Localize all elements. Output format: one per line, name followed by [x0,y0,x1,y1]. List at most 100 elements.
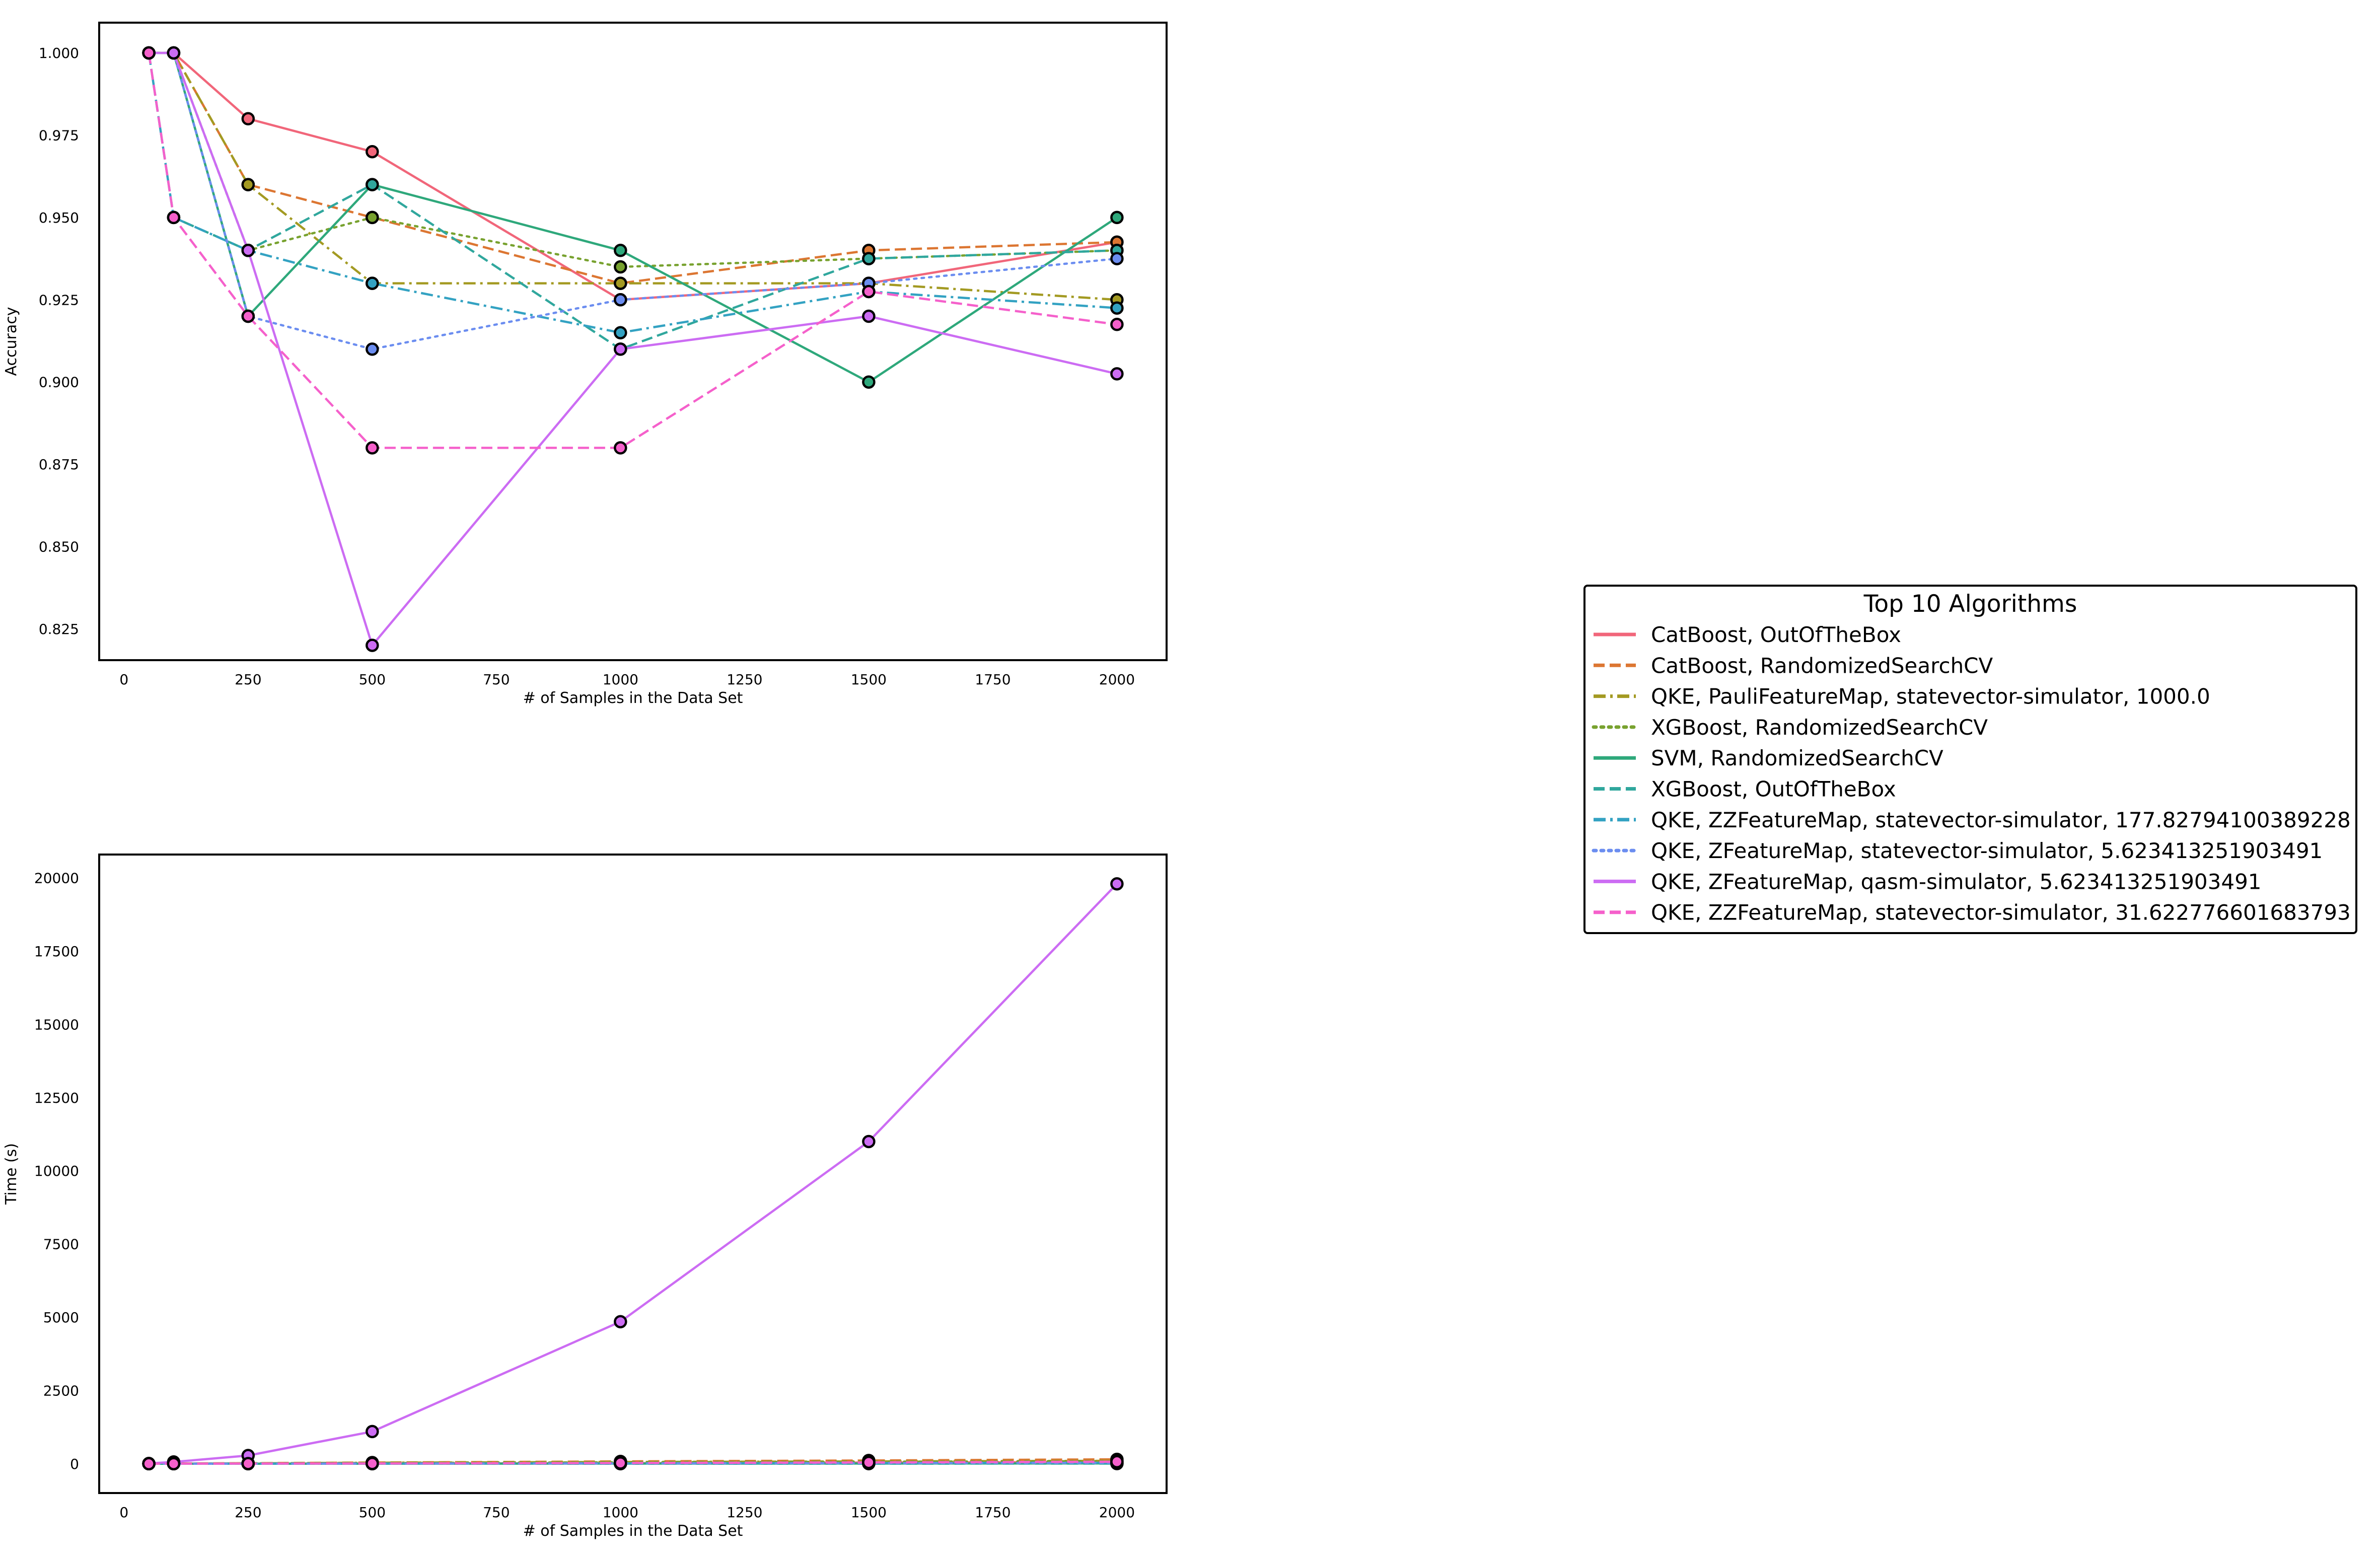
legend-item-label: CatBoost, OutOfTheBox [1651,622,1901,647]
accuracy-data-point [614,244,627,257]
legend-item: QKE, ZFeatureMap, statevector-simulator,… [1592,838,2323,863]
legend: Top 10 Algorithms CatBoost, OutOfTheBox C… [1583,585,2357,934]
time-data-point [366,1457,379,1470]
legend-item: CatBoost, OutOfTheBox [1594,622,1901,647]
time-y-tick-label: 15000 [34,1016,79,1033]
accuracy-data-point [614,276,627,290]
accuracy-data-point [614,293,627,307]
accuracy-data-point [241,309,255,323]
accuracy-y-tick-label: 0.825 [39,621,79,637]
accuracy-data-point [366,276,379,290]
legend-item-label: QKE, ZFeatureMap, qasm-simulator, 5.6234… [1651,869,2262,894]
time-y-tick-label: 12500 [34,1090,79,1106]
accuracy-x-axis-label: # of Samples in the Data Set [523,689,743,707]
accuracy-data-point [1110,210,1124,225]
accuracy-data-point [142,46,156,60]
time-data-point [142,1457,156,1471]
time-data-point [862,1135,876,1149]
accuracy-data-point [862,285,876,299]
legend-item: XGBoost, RandomizedSearchCV [1592,715,1988,740]
accuracy-x-tick-label: 1250 [727,671,762,688]
accuracy-y-tick-label: 0.925 [39,292,79,308]
time-data-point [167,1457,181,1470]
time-data-point [241,1457,255,1470]
time-data-point [1110,1455,1124,1469]
accuracy-data-point [614,260,627,274]
time-y-tick-label: 5000 [43,1309,79,1326]
accuracy-data-point [167,46,181,60]
accuracy-data-point [1110,318,1124,331]
legend-item: QKE, ZFeatureMap, qasm-simulator, 5.6234… [1594,869,2262,894]
accuracy-data-point [862,309,876,323]
accuracy-x-tick-label: 1750 [975,671,1011,688]
legend-item: QKE, PauliFeatureMap, statevector-simula… [1594,684,2210,709]
time-x-tick-label: 500 [359,1504,386,1521]
time-y-tick-label: 10000 [34,1163,79,1179]
accuracy-y-axis-label: Accuracy [3,307,20,376]
accuracy-data-point [1110,301,1124,315]
accuracy-data-point [1110,367,1124,381]
accuracy-data-point [241,112,255,126]
time-data-point [366,1425,379,1439]
accuracy-x-tick-label: 0 [119,671,128,688]
legend-item-label: QKE, PauliFeatureMap, statevector-simula… [1651,684,2210,709]
time-x-tick-label: 1250 [727,1504,762,1521]
time-data-point [1110,877,1124,891]
time-x-tick-label: 0 [119,1504,128,1521]
accuracy-data-point [862,375,876,389]
legend-item: XGBoost, OutOfTheBox [1594,777,1896,802]
time-y-tick-label: 20000 [34,870,79,887]
accuracy-x-tick-label: 250 [235,671,261,688]
accuracy-y-tick-label: 1.000 [39,45,79,61]
accuracy-data-point [366,210,379,225]
legend-item: CatBoost, RandomizedSearchCV [1594,653,1993,678]
accuracy-data-point [366,441,379,455]
time-plot: 0 250 500 750 1000 1250 1500 1750 2000 0 2500 5000… [3,854,1168,1540]
accuracy-y-tick-label: 0.950 [39,209,79,226]
time-data-point [614,1456,627,1470]
accuracy-data-point [241,244,255,257]
legend-item-label: CatBoost, RandomizedSearchCV [1651,653,1993,678]
time-data-point [862,1455,876,1469]
time-x-tick-label: 1750 [975,1504,1011,1521]
legend-item-label: QKE, ZZFeatureMap, statevector-simulator… [1651,808,2351,832]
accuracy-x-tick-label: 2000 [1099,671,1135,688]
time-x-tick-label: 1000 [603,1504,638,1521]
legend-title: Top 10 Algorithms [1863,590,2077,618]
accuracy-data-point [366,145,379,159]
accuracy-x-tick-label: 1000 [603,671,638,688]
accuracy-data-point [1110,252,1124,265]
accuracy-data-point [366,639,379,652]
accuracy-data-point [614,342,627,356]
accuracy-y-tick-label: 0.975 [39,127,79,144]
accuracy-y-tick-label: 0.875 [39,456,79,473]
time-x-axis-label: # of Samples in the Data Set [523,1522,743,1540]
legend-item: SVM, RandomizedSearchCV [1594,746,1943,770]
accuracy-x-tick-label: 750 [483,671,510,688]
accuracy-data-point [862,252,876,265]
time-x-tick-label: 750 [483,1504,510,1521]
accuracy-data-point [167,210,181,225]
legend-item-label: SVM, RandomizedSearchCV [1651,746,1943,770]
accuracy-y-tick-label: 0.900 [39,374,79,391]
time-y-tick-label: 7500 [43,1236,79,1253]
time-x-tick-label: 1500 [851,1504,887,1521]
legend-item-label: XGBoost, OutOfTheBox [1651,777,1896,802]
legend-item: QKE, ZZFeatureMap, statevector-simulator… [1594,808,2351,832]
accuracy-data-point [614,326,627,339]
accuracy-y-tick-label: 0.850 [39,539,79,555]
accuracy-x-tick-label: 500 [359,671,386,688]
time-x-tick-label: 250 [235,1504,261,1521]
legend-item: QKE, ZZFeatureMap, statevector-simulator… [1594,900,2351,925]
time-x-tick-label: 2000 [1099,1504,1135,1521]
legend-item-label: QKE, ZFeatureMap, statevector-simulator,… [1651,838,2323,863]
time-y-axis-label: Time (s) [3,1143,20,1205]
time-data-point [614,1315,627,1328]
accuracy-data-point [614,441,627,455]
legend-item-label: QKE, ZZFeatureMap, statevector-simulator… [1651,900,2351,925]
time-y-tick-label: 17500 [34,943,79,960]
accuracy-data-point [366,178,379,191]
time-y-tick-label: 2500 [43,1382,79,1399]
legend-item-label: XGBoost, RandomizedSearchCV [1651,715,1988,740]
